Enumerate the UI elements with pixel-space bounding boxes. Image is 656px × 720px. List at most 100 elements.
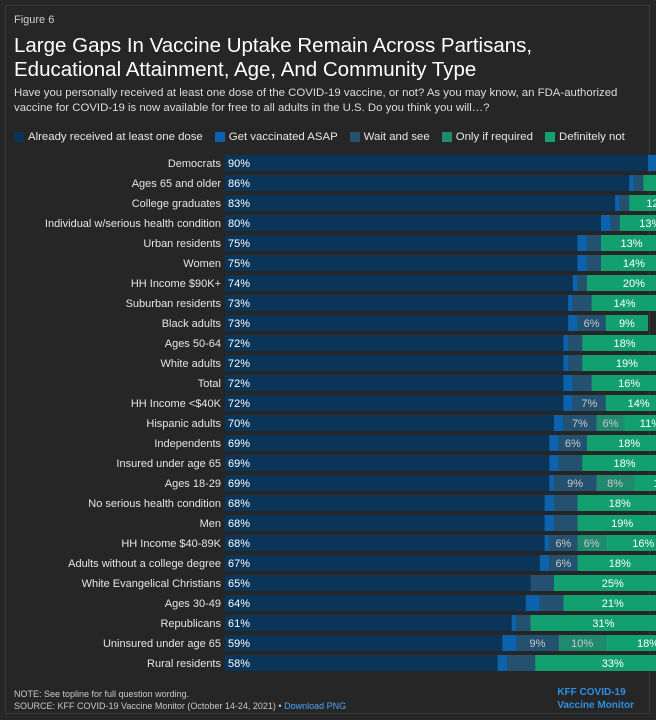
bar-segment-received[interactable] [225, 255, 578, 271]
bar-segment-definitely-not[interactable] [530, 615, 656, 631]
bar-segment-wait[interactable] [554, 475, 597, 491]
bar-segment-received[interactable] [225, 575, 531, 591]
bar-segment-asap[interactable] [568, 315, 578, 331]
bar-segment-definitely-not[interactable] [605, 395, 656, 411]
bar-segment-definitely-not[interactable] [577, 515, 656, 531]
bar-segment-asap[interactable] [544, 515, 554, 531]
bar-segment-wait[interactable] [539, 595, 564, 611]
bar-segment-required[interactable] [596, 415, 625, 431]
bar-segment-received[interactable] [225, 435, 550, 451]
bar-segment-asap[interactable] [563, 395, 573, 411]
bar-segment-received[interactable] [225, 375, 564, 391]
bar-segment-wait[interactable] [549, 535, 578, 551]
bar-segment-definitely-not[interactable] [591, 295, 656, 311]
legend-item-received[interactable]: Already received at least one dose [14, 131, 203, 143]
bar-segment-wait[interactable] [572, 375, 592, 391]
bar-segment-asap[interactable] [549, 455, 559, 471]
bar-segment-asap[interactable] [544, 495, 554, 511]
bar-segment-wait[interactable] [516, 635, 559, 651]
bar-segment-definitely-not[interactable] [601, 235, 656, 251]
bar-segment-definitely-not[interactable] [619, 215, 656, 231]
bar-segment-asap[interactable] [629, 175, 634, 191]
bar-segment-asap[interactable] [563, 355, 569, 371]
bar-segment-received[interactable] [225, 495, 545, 511]
bar-segment-asap[interactable] [497, 655, 507, 671]
bar-segment-definitely-not[interactable] [591, 375, 656, 391]
bar-segment-asap[interactable] [563, 335, 569, 351]
bar-segment-received[interactable] [225, 395, 564, 411]
bar-segment-definitely-not[interactable] [582, 455, 656, 471]
bar-segment-asap[interactable] [511, 615, 517, 631]
bar-segment-received[interactable] [225, 515, 545, 531]
bar-segment-wait[interactable] [610, 215, 620, 231]
bar-segment-asap[interactable] [615, 195, 620, 211]
bar-segment-definitely-not[interactable] [577, 555, 656, 571]
bar-segment-definitely-not[interactable] [633, 475, 656, 491]
bar-segment-wait[interactable] [507, 655, 536, 671]
bar-segment-asap[interactable] [554, 415, 564, 431]
bar-segment-received[interactable] [225, 235, 578, 251]
legend-item-asap[interactable]: Get vaccinated ASAP [214, 131, 338, 143]
bar-segment-wait[interactable] [572, 295, 592, 311]
bar-segment-received[interactable] [225, 275, 573, 291]
bar-segment-wait[interactable] [633, 175, 644, 191]
bar-segment-definitely-not[interactable] [535, 655, 656, 671]
download-png-link[interactable]: Download PNG [284, 701, 347, 711]
bar-segment-received[interactable] [225, 555, 540, 571]
bar-segment-wait[interactable] [558, 455, 583, 471]
bar-segment-wait[interactable] [619, 195, 630, 211]
bar-segment-definitely-not[interactable] [577, 495, 656, 511]
bar-segment-definitely-not[interactable] [586, 275, 656, 291]
bar-segment-definitely-not[interactable] [601, 255, 656, 271]
bar-segment-required[interactable] [558, 635, 606, 651]
bar-segment-required[interactable] [596, 475, 634, 491]
bar-segment-wait[interactable] [558, 435, 587, 451]
bar-segment-received[interactable] [225, 615, 512, 631]
bar-segment-wait[interactable] [554, 495, 578, 511]
bar-segment-asap[interactable] [544, 535, 550, 551]
bar-segment-asap[interactable] [601, 215, 611, 231]
bar-segment-received[interactable] [225, 635, 503, 651]
bar-segment-wait[interactable] [549, 555, 578, 571]
bar-segment-received[interactable] [225, 215, 601, 231]
bar-segment-received[interactable] [225, 335, 564, 351]
legend-item-definitely-not[interactable]: Definitely not [544, 131, 625, 143]
bar-segment-wait[interactable] [554, 515, 578, 531]
bar-segment-asap[interactable] [549, 435, 559, 451]
bar-segment-received[interactable] [225, 475, 550, 491]
bar-segment-wait[interactable] [563, 415, 597, 431]
bar-segment-definitely-not[interactable] [624, 415, 656, 431]
bar-segment-received[interactable] [225, 455, 550, 471]
bar-segment-received[interactable] [225, 595, 526, 611]
bar-segment-received[interactable] [225, 535, 545, 551]
bar-segment-definitely-not[interactable] [586, 435, 656, 451]
bar-segment-definitely-not[interactable] [605, 635, 656, 651]
bar-segment-definitely-not[interactable] [643, 175, 656, 191]
bar-segment-wait[interactable] [568, 335, 583, 351]
bar-segment-wait[interactable] [530, 575, 555, 591]
bar-segment-wait[interactable] [586, 255, 601, 271]
bar-segment-asap[interactable] [572, 275, 578, 291]
legend-item-wait[interactable]: Wait and see [349, 131, 430, 143]
bar-segment-wait[interactable] [577, 275, 587, 291]
bar-segment-received[interactable] [225, 315, 569, 331]
bar-segment-asap[interactable] [502, 635, 517, 651]
bar-segment-received[interactable] [225, 175, 630, 191]
bar-segment-definitely-not[interactable] [582, 335, 656, 351]
bar-segment-received[interactable] [225, 155, 648, 171]
bar-segment-received[interactable] [225, 295, 569, 311]
bar-segment-wait[interactable] [516, 615, 531, 631]
bar-segment-definitely-not[interactable] [554, 575, 656, 591]
bar-segment-asap[interactable] [648, 155, 656, 171]
bar-segment-definitely-not[interactable] [629, 195, 656, 211]
bar-segment-asap[interactable] [525, 595, 540, 611]
bar-segment-required[interactable] [577, 535, 606, 551]
bar-segment-wait[interactable] [577, 315, 606, 331]
bar-segment-definitely-not[interactable] [605, 535, 656, 551]
bar-segment-asap[interactable] [539, 555, 550, 571]
bar-segment-received[interactable] [225, 355, 564, 371]
bar-segment-received[interactable] [225, 195, 616, 211]
bar-segment-wait[interactable] [568, 355, 583, 371]
bar-segment-asap[interactable] [577, 235, 587, 251]
bar-segment-wait[interactable] [586, 235, 601, 251]
